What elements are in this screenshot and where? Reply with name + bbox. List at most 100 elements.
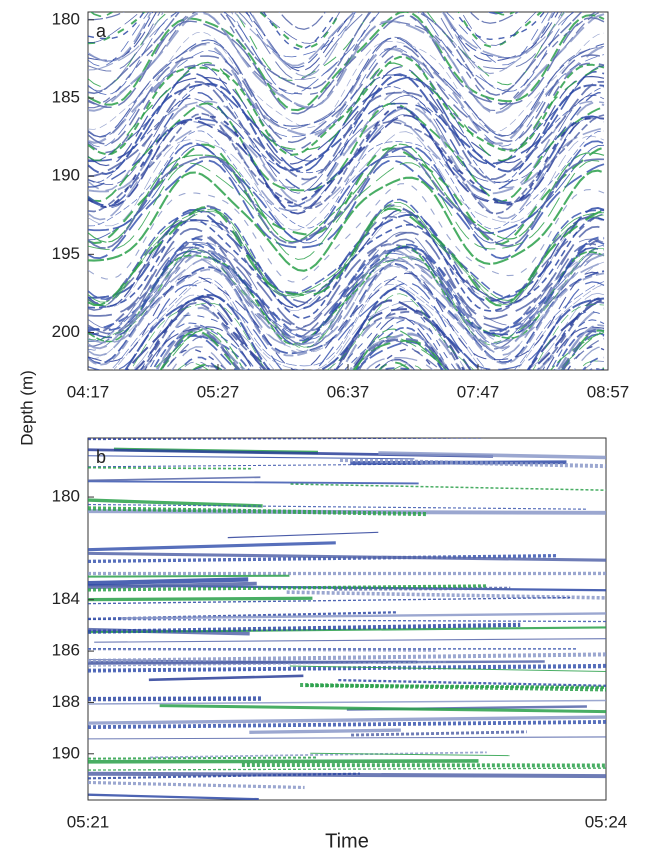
echo-trace <box>88 281 605 370</box>
echo-trace <box>94 638 606 643</box>
echo-trace <box>88 12 563 81</box>
echogram-image <box>88 438 606 800</box>
echo-trace <box>88 102 605 203</box>
echo-trace <box>88 205 605 307</box>
echo-trace <box>88 143 605 243</box>
echo-trace <box>88 577 249 586</box>
echo-trace <box>88 596 313 602</box>
echo-trace <box>310 752 510 757</box>
echo-trace <box>88 249 605 350</box>
y-tick-label: 186 <box>52 641 80 660</box>
echo-trace <box>88 780 305 790</box>
echo-trace <box>88 253 605 354</box>
echo-trace <box>88 12 583 96</box>
echo-trace <box>88 660 545 665</box>
x-tick-label: 06:37 <box>327 382 370 401</box>
echo-trace <box>88 14 605 115</box>
echo-trace <box>148 319 605 370</box>
echo-trace <box>150 751 487 759</box>
echo-trace <box>163 335 605 370</box>
echo-trace <box>300 682 606 692</box>
echo-trace <box>88 12 574 96</box>
echo-trace <box>88 618 606 623</box>
echo-trace <box>88 480 419 485</box>
echo-trace <box>88 12 537 46</box>
echo-trace <box>88 466 254 470</box>
echo-trace <box>159 704 606 714</box>
echo-trace <box>88 12 605 112</box>
echo-trace <box>88 66 605 167</box>
echo-trace <box>171 346 605 370</box>
echo-trace <box>339 457 606 469</box>
echo-trace <box>289 665 606 672</box>
echo-trace <box>88 476 261 482</box>
echo-trace <box>88 247 605 349</box>
x-tick-label: 05:27 <box>197 382 240 401</box>
echo-trace <box>88 759 479 764</box>
echo-trace <box>88 225 605 328</box>
echo-trace <box>88 541 336 552</box>
echo-trace <box>88 249 605 350</box>
echo-trace <box>286 590 606 600</box>
echo-trace <box>88 36 605 138</box>
echo-trace <box>88 720 606 730</box>
echo-trace <box>88 101 605 204</box>
echo-trace <box>88 245 605 346</box>
echo-trace <box>88 12 605 115</box>
echo-trace <box>88 715 606 725</box>
echo-trace <box>88 12 566 77</box>
echo-trace <box>88 231 605 331</box>
echo-trace <box>88 699 606 705</box>
echo-trace <box>88 771 606 779</box>
y-tick-label: 185 <box>52 87 80 106</box>
x-tick-label: 05:24 <box>585 812 628 831</box>
echo-trace <box>88 455 415 460</box>
x-axis-label: Time <box>325 830 369 852</box>
echo-trace <box>88 793 259 800</box>
echo-trace <box>124 287 605 370</box>
echo-trace <box>88 236 605 339</box>
echo-trace <box>88 113 605 214</box>
echo-trace <box>88 652 606 663</box>
panel-label: a <box>96 21 107 41</box>
echo-trace <box>88 503 588 510</box>
echo-trace <box>88 506 427 517</box>
echo-trace <box>139 301 605 370</box>
echo-trace <box>148 674 304 682</box>
echo-trace <box>88 12 559 72</box>
x-tick-label: 07:47 <box>457 382 500 401</box>
echo-trace <box>88 551 606 562</box>
x-tick-label: 08:57 <box>587 382 630 401</box>
echo-trace <box>88 90 605 192</box>
echo-trace <box>88 80 605 181</box>
echo-trace <box>130 293 605 370</box>
echo-trace <box>88 255 605 357</box>
echo-trace <box>88 438 484 441</box>
echo-trace <box>88 52 605 154</box>
x-tick-label: 05:21 <box>67 812 110 831</box>
echo-trace <box>88 772 361 780</box>
echogram-image <box>88 0 605 370</box>
echo-trace <box>88 169 605 272</box>
echo-trace <box>88 118 605 221</box>
echo-trace <box>88 130 605 230</box>
echo-trace <box>88 12 543 49</box>
echo-trace <box>88 0 604 9</box>
echo-trace <box>88 756 318 760</box>
echo-trace <box>90 12 505 15</box>
echo-trace <box>140 306 605 370</box>
echo-trace <box>88 463 423 468</box>
echo-trace <box>88 205 605 307</box>
echo-trace <box>88 0 604 2</box>
echo-trace <box>88 271 605 370</box>
x-tick-label: 04:17 <box>67 382 110 401</box>
echo-trace <box>88 663 606 673</box>
echo-trace <box>112 281 605 370</box>
echo-trace <box>88 61 605 162</box>
echo-trace <box>227 531 379 539</box>
echo-trace <box>88 240 605 342</box>
echo-trace <box>88 91 605 191</box>
echo-trace <box>88 12 520 30</box>
echo-trace <box>88 83 605 184</box>
y-tick-label: 190 <box>52 743 80 762</box>
